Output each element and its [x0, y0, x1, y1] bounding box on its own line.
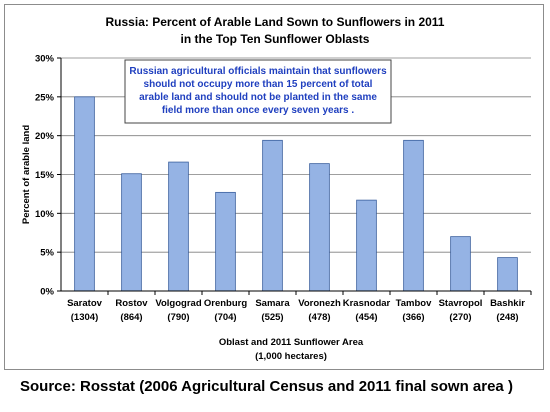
x-tick-label: Krasnodar [343, 298, 391, 309]
bar-orenburg [215, 191, 236, 292]
y-ticks: 0% 5% 10% 15% 20% 25% 30% [35, 54, 61, 298]
chart-title-line-2: in the Top Ten Sunflower Oblasts [181, 32, 370, 46]
chart-title-line-1: Russia: Percent of Arable Land Sown to S… [106, 15, 445, 29]
x-tick-area-label: (454) [355, 312, 377, 323]
bar-krasnodar [356, 199, 377, 292]
y-tick-label: 25% [35, 92, 55, 103]
x-ticks: Saratov (1304) Rostov (864) Volgograd (790) Or… [67, 291, 532, 323]
bar-samara [262, 139, 283, 292]
annotation-line-1: Russian agricultural officials maintain … [129, 66, 387, 77]
y-tick-label: 10% [35, 209, 55, 220]
x-tick-area-label: (704) [214, 312, 236, 323]
y-tick-label: 0% [40, 287, 54, 298]
chart-frame: Russia: Percent of Arable Land Sown to S… [4, 4, 544, 370]
x-tick-area-label: (864) [120, 312, 142, 323]
annotation-box: Russian agricultural officials maintain … [124, 59, 392, 124]
source-caption: Source: Rosstat (2006 Agricultural Censu… [20, 378, 513, 395]
y-axis-label: Percent of arable land [21, 125, 32, 224]
bar-rostov [121, 173, 142, 292]
x-tick-area-label: (366) [402, 312, 424, 323]
x-tick-label: Saratov [67, 298, 103, 309]
chart-svg: Russia: Percent of Arable Land Sown to S… [21, 15, 532, 362]
y-tick-label: 30% [35, 54, 55, 65]
annotation-border [124, 59, 392, 124]
y-tick-label: 5% [40, 248, 54, 259]
annotation-line-2: should not occupy more than 15 percent o… [144, 79, 373, 90]
x-axis-label-line-1: Oblast and 2011 Sunflower Area [219, 337, 364, 348]
x-tick-label: Voronezh [298, 298, 341, 309]
x-tick-area-label: (270) [449, 312, 471, 323]
x-tick-label: Orenburg [204, 298, 247, 309]
bar-saratov [74, 96, 95, 292]
bars [74, 96, 518, 292]
x-tick-label: Rostov [115, 298, 148, 309]
x-tick-area-label: (248) [496, 312, 518, 323]
bar-volgograd [168, 161, 189, 292]
annotation-line-3: arable land and should not be planted in… [139, 92, 377, 103]
y-tick-label: 20% [35, 131, 55, 142]
x-tick-label: Stavropol [439, 298, 483, 309]
bar-bashkir [497, 257, 518, 292]
x-tick-area-label: (478) [308, 312, 330, 323]
x-tick-label: Bashkir [490, 298, 525, 309]
x-tick-label: Volgograd [155, 298, 201, 309]
x-tick-label: Samara [255, 298, 290, 309]
bar-tambov [403, 139, 424, 292]
x-tick-label: Tambov [396, 298, 432, 309]
bar-voronezh [309, 163, 330, 292]
x-tick-area-label: (790) [167, 312, 189, 323]
x-axis-label-line-2: (1,000 hectares) [255, 351, 327, 362]
x-tick-area-label: (525) [261, 312, 283, 323]
y-tick-label: 15% [35, 170, 55, 181]
x-tick-area-label: (1304) [71, 312, 98, 323]
annotation-line-4: field more than once every seven years . [162, 105, 355, 116]
bar-stavropol [450, 236, 471, 292]
